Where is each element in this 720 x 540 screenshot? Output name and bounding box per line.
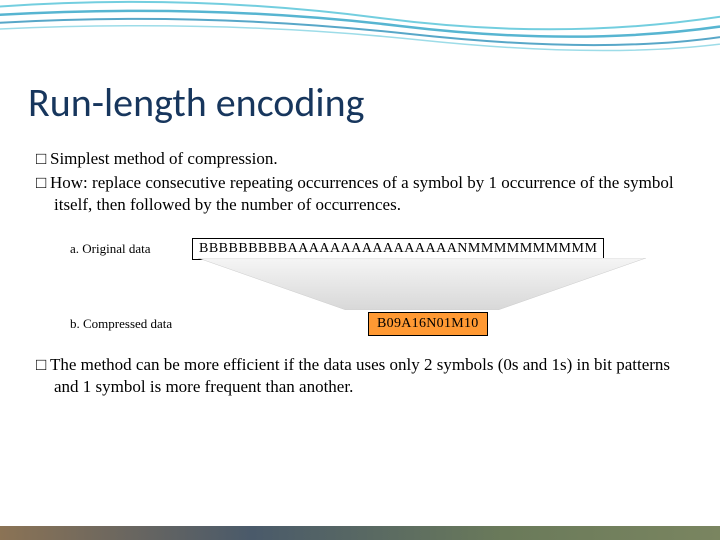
bullet-text: Simplest method of compression. xyxy=(50,149,278,168)
diagram-row-original: a. Original data BBBBBBBBBAAAAAAAAAAAAAA… xyxy=(70,238,660,260)
compressed-data-box: B09A16N01M10 xyxy=(368,312,488,336)
bullet-item: □Simplest method of compression. xyxy=(36,148,690,170)
bullet-item: □How: replace consecutive repeating occu… xyxy=(36,172,690,216)
bullet-text: How: replace consecutive repeating occur… xyxy=(50,173,674,214)
diagram-label-b: b. Compressed data xyxy=(70,316,200,332)
page-title: Run-length encoding xyxy=(28,78,364,127)
rle-diagram: a. Original data BBBBBBBBBAAAAAAAAAAAAAA… xyxy=(70,238,660,338)
original-data-box: BBBBBBBBBAAAAAAAAAAAAAAAANMMMMMMMMMM xyxy=(192,238,604,260)
bullet-item: □The method can be more efficient if the… xyxy=(36,354,690,398)
bullet-glyph: □ xyxy=(36,148,50,170)
bullet-text: The method can be more efficient if the … xyxy=(50,355,670,396)
wave-decoration xyxy=(0,0,720,80)
diagram-label-a: a. Original data xyxy=(70,241,180,257)
bullet-list-bottom: □The method can be more efficient if the… xyxy=(36,354,690,400)
bullet-glyph: □ xyxy=(36,354,50,376)
bottom-bar xyxy=(0,526,720,540)
funnel-shape xyxy=(198,258,646,310)
bullet-glyph: □ xyxy=(36,172,50,194)
diagram-row-compressed: b. Compressed data B09A16N01M10 xyxy=(70,312,660,336)
bullet-list-top: □Simplest method of compression. □How: r… xyxy=(36,148,690,218)
